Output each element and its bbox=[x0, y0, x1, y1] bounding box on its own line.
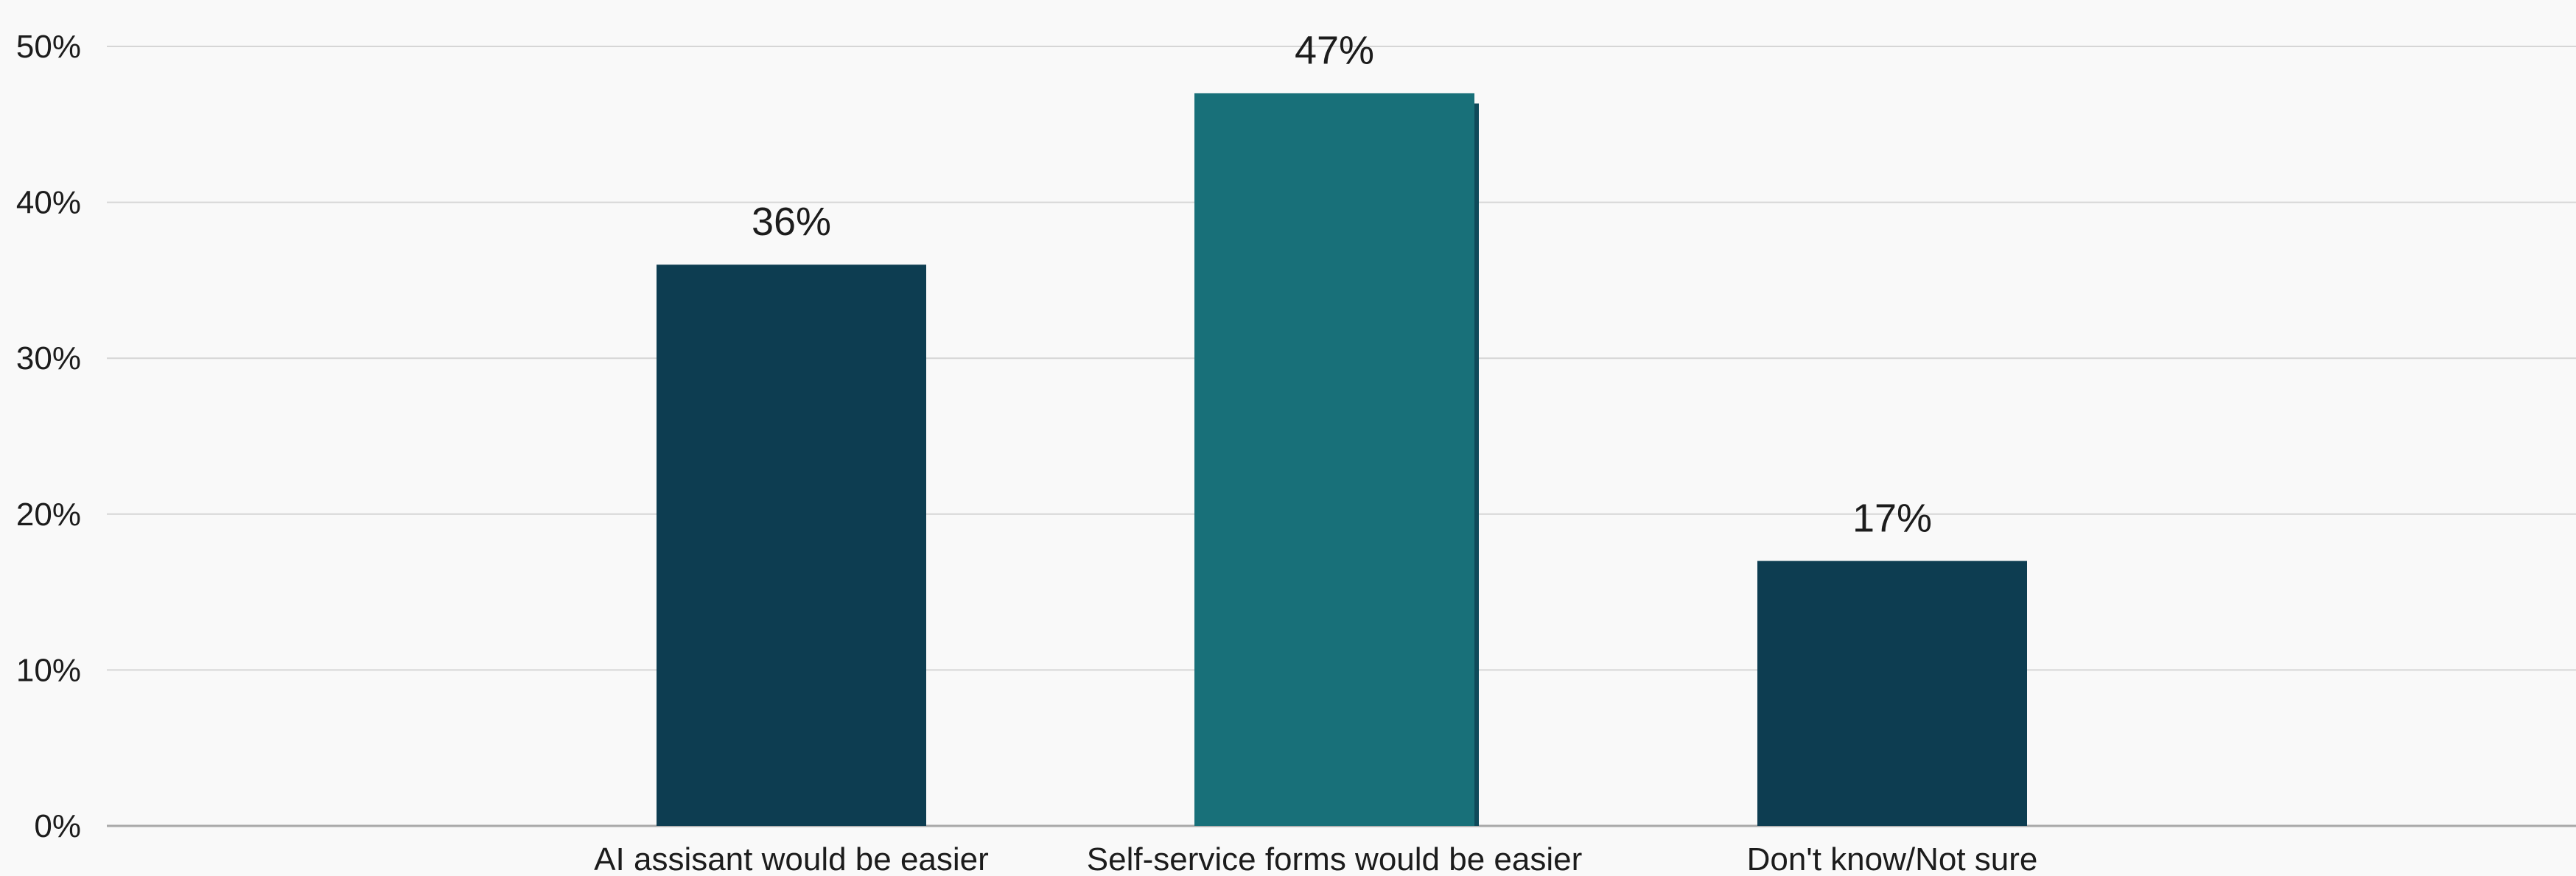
y-tick-label: 10% bbox=[16, 652, 81, 688]
data-labels: 36% 47% 17% bbox=[752, 28, 1932, 540]
category-labels: AI assisant would be easier Self-service … bbox=[594, 841, 2037, 876]
y-tick-label: 0% bbox=[34, 808, 81, 844]
bar bbox=[657, 264, 926, 826]
data-label: 36% bbox=[752, 200, 831, 244]
y-tick-label: 20% bbox=[16, 497, 81, 533]
category-label: Self-service forms would be easier bbox=[1087, 841, 1582, 876]
data-label: 17% bbox=[1852, 496, 1932, 540]
data-label: 47% bbox=[1295, 28, 1374, 72]
category-label: Don't know/Not sure bbox=[1747, 841, 2038, 876]
category-label: AI assisant would be easier bbox=[594, 841, 989, 876]
y-tick-label: 40% bbox=[16, 185, 81, 221]
bars bbox=[657, 93, 2027, 827]
bar bbox=[1194, 93, 1474, 827]
y-tick-label: 30% bbox=[16, 340, 81, 376]
bar bbox=[1757, 561, 2027, 826]
y-tick-label: 50% bbox=[16, 29, 81, 65]
y-axis-tick-labels: 0% 10% 20% 30% 40% 50% bbox=[16, 29, 81, 844]
